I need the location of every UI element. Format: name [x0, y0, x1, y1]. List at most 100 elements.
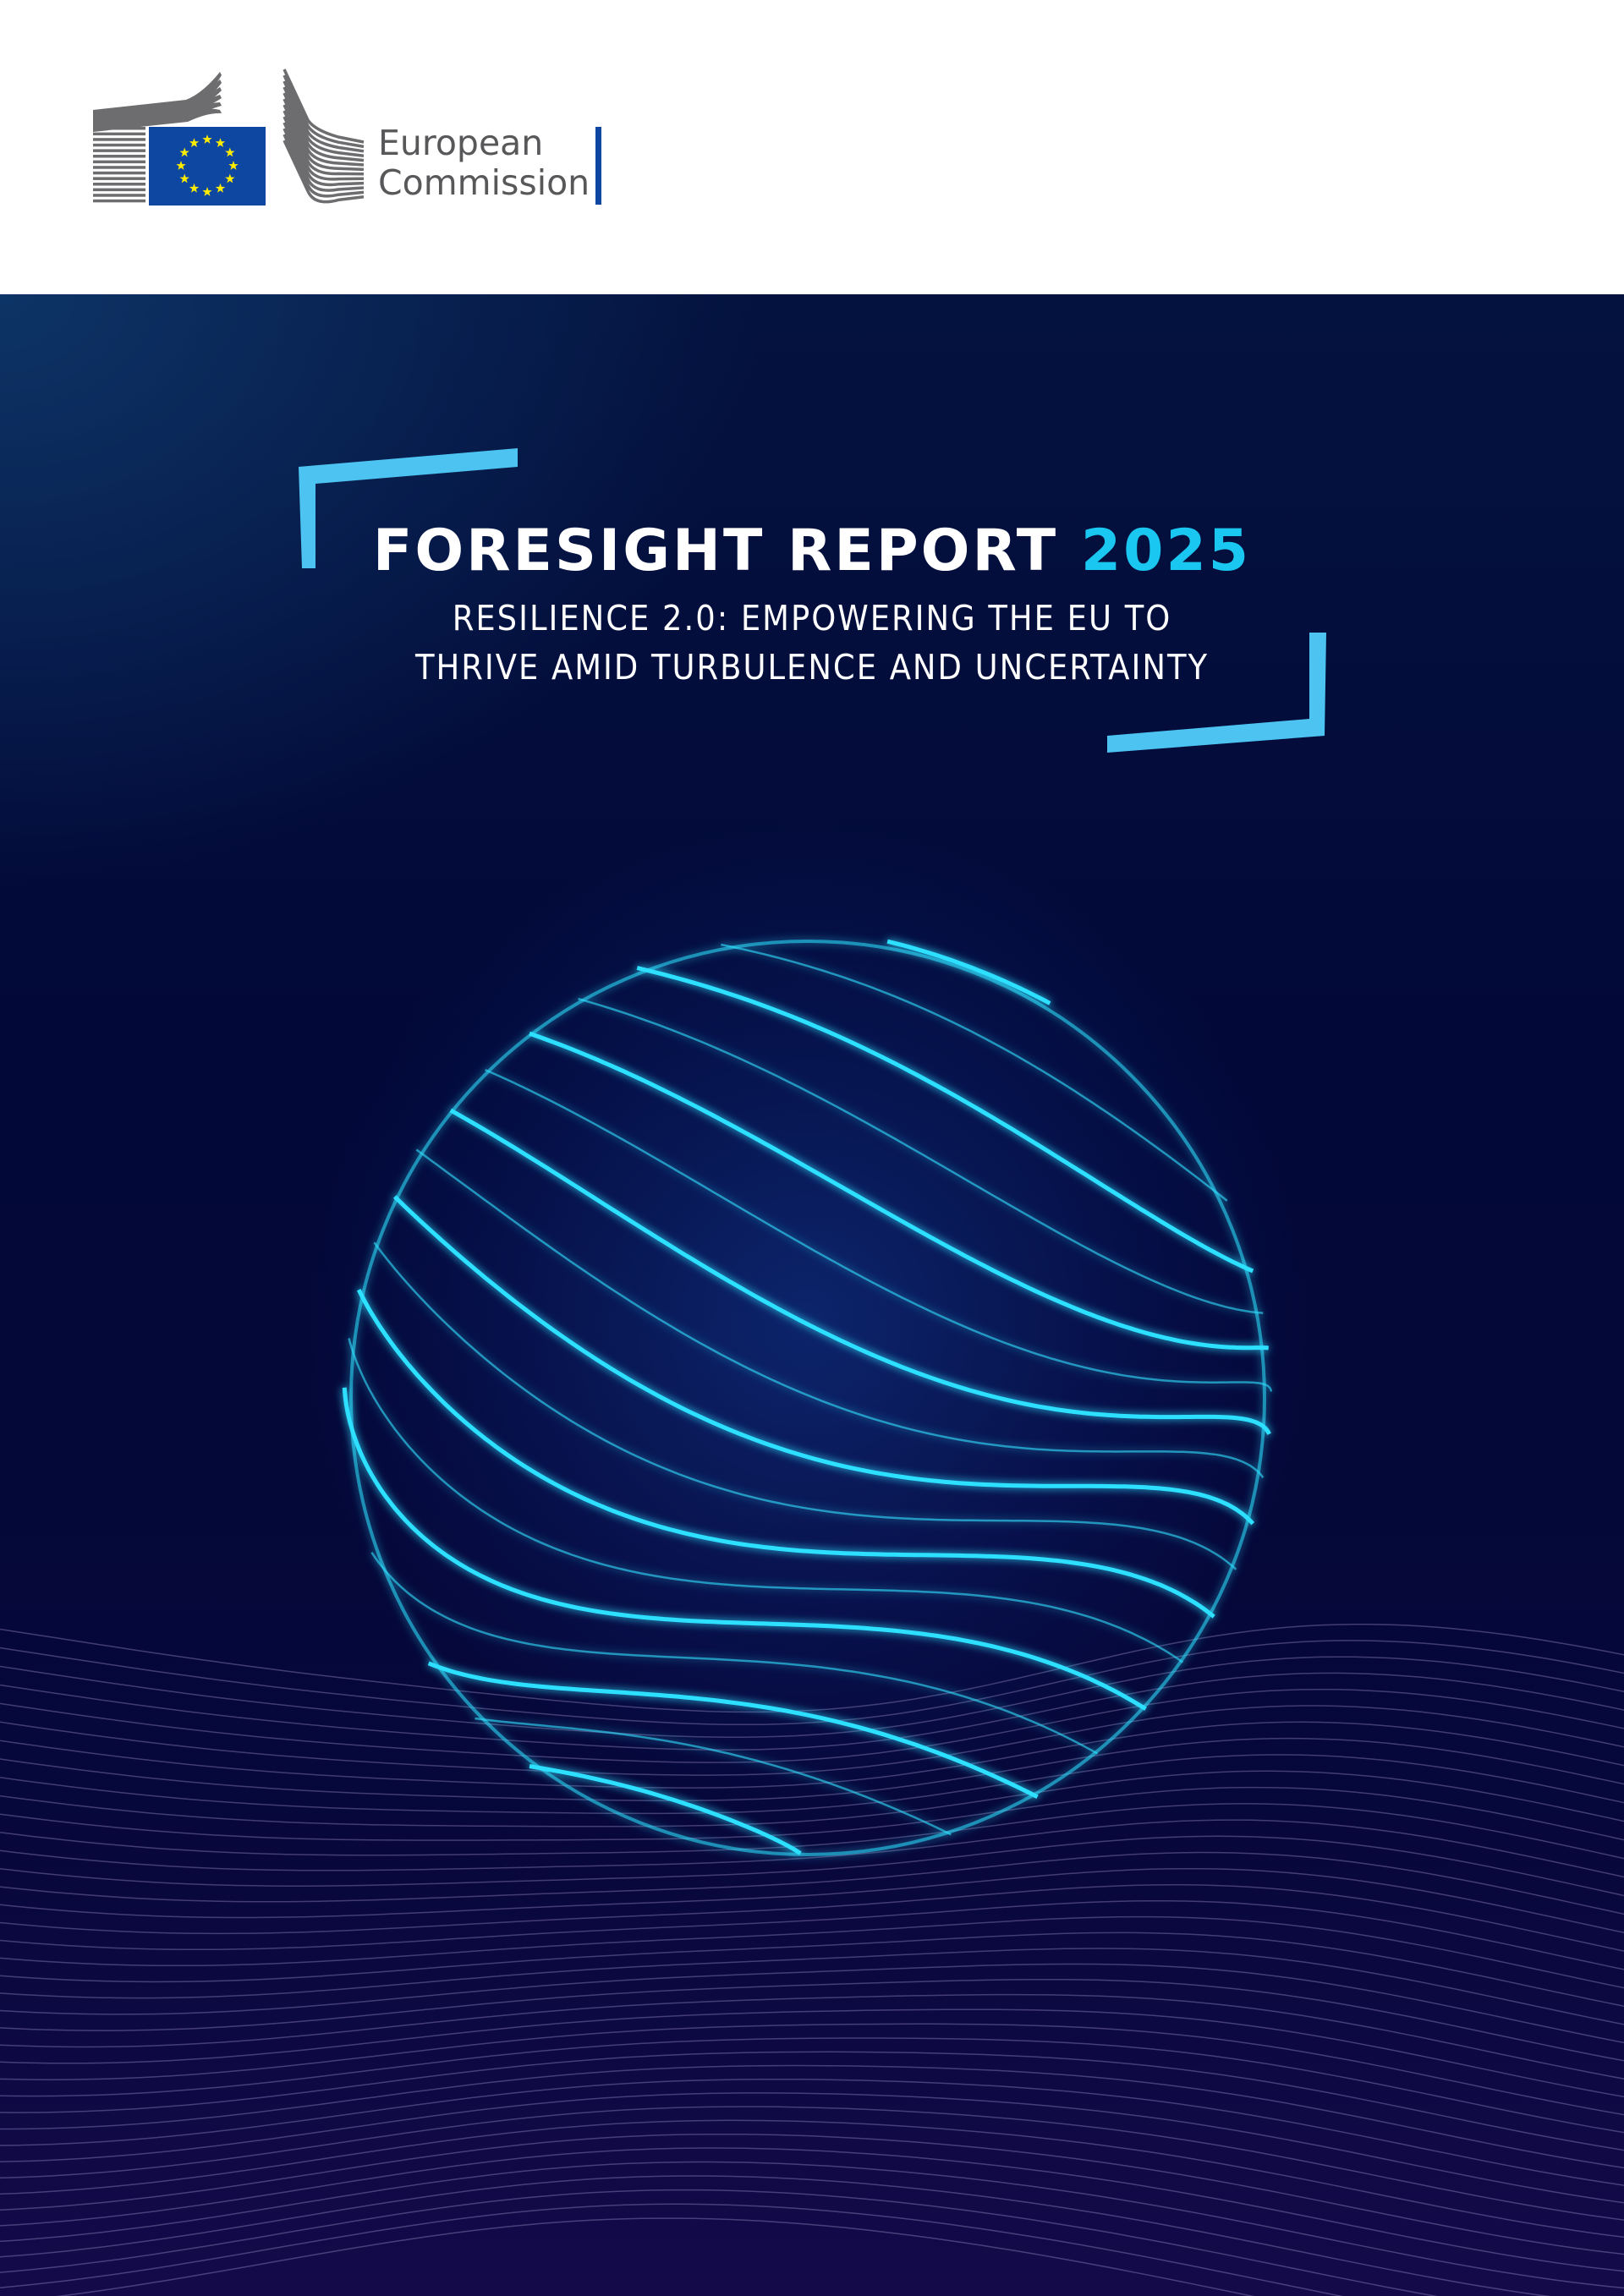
- logo-line: [283, 134, 365, 198]
- wave-line: [0, 1688, 1624, 1763]
- logo-line: [283, 104, 365, 172]
- logo-line: [283, 140, 365, 204]
- logo-line: [93, 188, 145, 192]
- eu-stars-icon: [176, 134, 239, 196]
- star-icon: [179, 173, 189, 184]
- wave-line: [0, 2189, 1439, 2296]
- globe-strand: [636, 966, 1254, 1274]
- wave-line: [0, 1786, 1624, 1841]
- report-subtitle: RESILIENCE 2.0: EMPOWERING THE EU TO THR…: [0, 594, 1624, 692]
- wave-line: [0, 1640, 1624, 1726]
- title-year: 2025: [1080, 518, 1252, 584]
- wave-line: [0, 1819, 1624, 1878]
- globe-strand: [370, 1552, 1099, 1755]
- logo-line: [283, 92, 365, 162]
- wave-line: [0, 1803, 1624, 1860]
- logo-line: [283, 80, 365, 153]
- logo-line: [93, 166, 145, 169]
- title-main: FORESIGHT REPORT: [372, 518, 1059, 584]
- wave-line: [0, 1851, 1624, 1915]
- logo-line: [93, 194, 145, 197]
- logo-line: [93, 143, 145, 147]
- wave-line: [0, 2147, 1624, 2272]
- wave-line: [0, 1932, 1624, 2008]
- logo-line-2: Commission: [378, 162, 590, 203]
- logo-line: [93, 171, 145, 175]
- wave-line: [0, 2078, 1624, 2186]
- wave-line: [0, 2133, 1624, 2255]
- logo-line: [283, 86, 365, 157]
- wave-line: [0, 2106, 1624, 2221]
- wave-line: [0, 1993, 1624, 2080]
- globe-strand: [427, 1661, 1039, 1800]
- logo-line: [93, 199, 145, 203]
- globe-strand: [475, 1717, 952, 1836]
- wave-line: [0, 1656, 1624, 1738]
- wave-line: [0, 1672, 1624, 1751]
- logo-line: [283, 98, 365, 167]
- star-icon: [179, 147, 189, 157]
- star-icon: [176, 161, 186, 170]
- wave-line: [0, 2008, 1624, 2098]
- bracket-top-left: [299, 448, 518, 568]
- star-icon: [215, 183, 226, 193]
- logo-line: [93, 149, 145, 152]
- cover: [0, 294, 1624, 2296]
- globe-icon: [342, 939, 1273, 1856]
- logo-line: [93, 132, 145, 136]
- logo-line: [283, 116, 365, 181]
- star-icon: [225, 173, 235, 184]
- wave-line: [0, 2064, 1624, 2169]
- wave-line: [0, 1948, 1624, 2025]
- wave-lines: [0, 1623, 1624, 2296]
- logo-line: [93, 102, 222, 129]
- wave-line: [0, 1623, 1624, 1713]
- wave-line: [0, 2037, 1624, 2134]
- globe-strand: [392, 1195, 1255, 1526]
- star-icon: [189, 138, 200, 147]
- logo-line: [93, 160, 145, 164]
- logo-line: [93, 138, 145, 141]
- globe-strand: [415, 1148, 1265, 1479]
- star-icon: [228, 161, 239, 170]
- european-commission-logo: European Commission: [93, 68, 609, 207]
- globe-strand: [578, 997, 1264, 1314]
- wave-line: [0, 1915, 1624, 1989]
- wave-line: [0, 2051, 1624, 2151]
- star-icon: [225, 147, 235, 157]
- subtitle-line-2: THRIVE AMID TURBULENCE AND UNCERTAINTY: [414, 647, 1210, 688]
- logo-text: European Commission: [378, 123, 590, 203]
- wave-line: [0, 1835, 1624, 1897]
- globe-strand: [886, 939, 1051, 1006]
- wave-line: [0, 2119, 1624, 2238]
- logo-line: [93, 177, 145, 180]
- berlaymont-building-icon: [93, 68, 365, 205]
- globe-strand: [373, 1241, 1237, 1570]
- wave-line: [0, 1705, 1624, 1776]
- logo-line: [283, 68, 365, 144]
- globe-strand: [356, 1289, 1215, 1619]
- logo-line: [93, 155, 145, 158]
- globe-glow: [300, 812, 1315, 1827]
- logo-line: [283, 128, 365, 192]
- wave-line: [0, 1899, 1624, 1970]
- logo-line: [93, 183, 145, 186]
- globe-strand: [529, 1764, 802, 1855]
- logo-line: [283, 74, 365, 149]
- globe-strand: [529, 1031, 1269, 1351]
- logo-line: [283, 110, 365, 176]
- wave-line: [0, 2203, 1344, 2296]
- globe-strand: [348, 1338, 1184, 1663]
- wave-line: [0, 1770, 1624, 1827]
- star-icon: [215, 138, 226, 147]
- wave-line: [0, 2092, 1624, 2204]
- logo-line-1: European: [378, 123, 544, 163]
- wave-line: [0, 1867, 1624, 1934]
- globe-outline: [349, 940, 1266, 1856]
- logo-divider: [595, 127, 601, 205]
- globe-strand: [342, 1387, 1147, 1711]
- wave-line: [0, 1754, 1624, 1815]
- report-title: FORESIGHT REPORT 2025: [0, 518, 1624, 584]
- wave-line: [0, 2161, 1624, 2289]
